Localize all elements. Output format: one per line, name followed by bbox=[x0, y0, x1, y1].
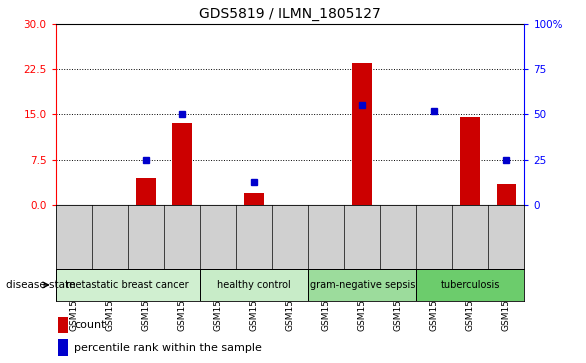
Text: disease state: disease state bbox=[6, 280, 76, 290]
Text: gram-negative sepsis: gram-negative sepsis bbox=[309, 280, 415, 290]
Bar bbox=[244, 193, 264, 205]
Text: percentile rank within the sample: percentile rank within the sample bbox=[74, 343, 262, 352]
Text: tuberculosis: tuberculosis bbox=[441, 280, 500, 290]
Bar bbox=[59, 339, 69, 356]
Bar bbox=[416, 269, 524, 301]
Bar bbox=[200, 269, 308, 301]
Text: metastatic breast cancer: metastatic breast cancer bbox=[66, 280, 189, 290]
Bar bbox=[56, 269, 200, 301]
Bar bbox=[172, 123, 192, 205]
Bar bbox=[352, 63, 372, 205]
Bar bbox=[136, 178, 156, 205]
Bar bbox=[308, 269, 416, 301]
Text: count: count bbox=[74, 321, 105, 330]
Bar bbox=[59, 317, 69, 333]
Bar bbox=[461, 117, 481, 205]
Bar bbox=[496, 184, 516, 205]
Text: healthy control: healthy control bbox=[217, 280, 291, 290]
Title: GDS5819 / ILMN_1805127: GDS5819 / ILMN_1805127 bbox=[199, 7, 381, 21]
